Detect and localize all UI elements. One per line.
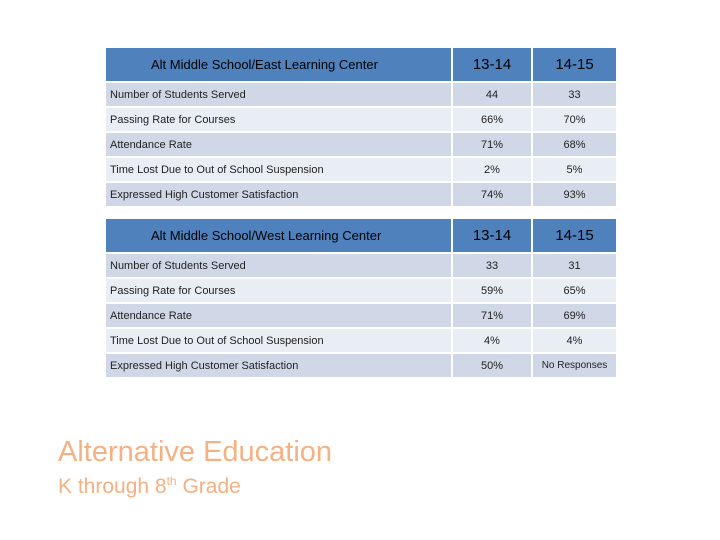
cell-value: 66% — [453, 108, 533, 131]
row-label: Passing Rate for Courses — [106, 279, 453, 302]
cell-value: 93% — [533, 183, 616, 206]
year-header: 13-14 — [453, 219, 533, 252]
table-row: Expressed High Customer Satisfaction 50%… — [106, 354, 616, 377]
cell-value: 4% — [453, 329, 533, 352]
cell-value: 74% — [453, 183, 533, 206]
table-header-row: Alt Middle School/East Learning Center 1… — [106, 48, 616, 81]
row-label: Passing Rate for Courses — [106, 108, 453, 131]
cell-value: 31 — [533, 254, 616, 277]
table-row: Time Lost Due to Out of School Suspensio… — [106, 158, 616, 181]
cell-value: 33 — [533, 83, 616, 106]
table-row: Number of Students Served 44 33 — [106, 83, 616, 106]
cell-value: 71% — [453, 304, 533, 327]
row-label: Expressed High Customer Satisfaction — [106, 354, 453, 377]
subtitle-text: K through 8 — [58, 475, 167, 498]
row-label: Number of Students Served — [106, 83, 453, 106]
row-label: Attendance Rate — [106, 304, 453, 327]
cell-value: 2% — [453, 158, 533, 181]
table-row: Time Lost Due to Out of School Suspensio… — [106, 329, 616, 352]
year-header: 14-15 — [533, 219, 616, 252]
west-center-table: Alt Middle School/West Learning Center 1… — [106, 217, 616, 379]
table-header-row: Alt Middle School/West Learning Center 1… — [106, 219, 616, 252]
row-label: Time Lost Due to Out of School Suspensio… — [106, 158, 453, 181]
year-header: 13-14 — [453, 48, 533, 81]
cell-value: No Responses — [533, 354, 616, 377]
cell-value: 33 — [453, 254, 533, 277]
row-label: Expressed High Customer Satisfaction — [106, 183, 453, 206]
table-row: Passing Rate for Courses 59% 65% — [106, 279, 616, 302]
table-row: Passing Rate for Courses 66% 70% — [106, 108, 616, 131]
table-row: Attendance Rate 71% 69% — [106, 304, 616, 327]
cell-value: 5% — [533, 158, 616, 181]
row-label: Number of Students Served — [106, 254, 453, 277]
page-title: Alternative Education — [58, 436, 333, 468]
year-header: 14-15 — [533, 48, 616, 81]
cell-value: 59% — [453, 279, 533, 302]
page-subtitle: K through 8th Grade — [58, 474, 241, 499]
cell-value: 50% — [453, 354, 533, 377]
table-title: Alt Middle School/West Learning Center — [106, 219, 453, 252]
subtitle-superscript: th — [166, 474, 177, 488]
table-row: Attendance Rate 71% 68% — [106, 133, 616, 156]
cell-value: 4% — [533, 329, 616, 352]
cell-value: 70% — [533, 108, 616, 131]
table-row: Number of Students Served 33 31 — [106, 254, 616, 277]
table-row: Expressed High Customer Satisfaction 74%… — [106, 183, 616, 206]
cell-value: 69% — [533, 304, 616, 327]
table-title: Alt Middle School/East Learning Center — [106, 48, 453, 81]
cell-value: 71% — [453, 133, 533, 156]
cell-value: 44 — [453, 83, 533, 106]
cell-value: 68% — [533, 133, 616, 156]
row-label: Attendance Rate — [106, 133, 453, 156]
cell-value: 65% — [533, 279, 616, 302]
east-center-table: Alt Middle School/East Learning Center 1… — [106, 46, 616, 208]
row-label: Time Lost Due to Out of School Suspensio… — [106, 329, 453, 352]
subtitle-suffix: Grade — [176, 475, 241, 498]
